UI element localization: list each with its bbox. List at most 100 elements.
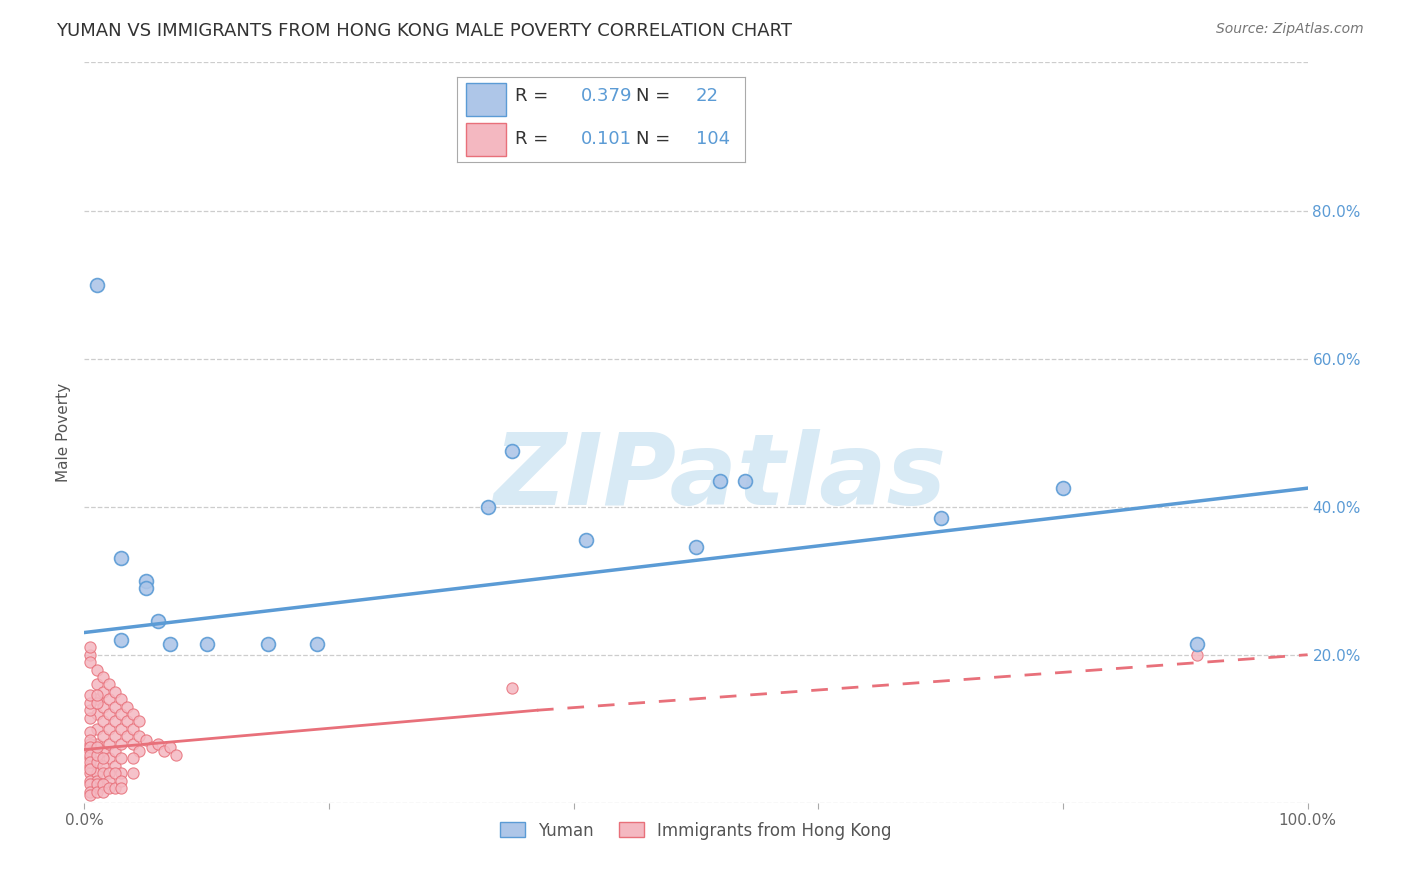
Point — [86, 737, 108, 751]
Point — [79, 648, 101, 662]
Point — [128, 714, 150, 729]
Point — [91, 729, 114, 743]
Point — [97, 751, 120, 765]
Point — [86, 663, 108, 677]
Point — [128, 744, 150, 758]
Point — [97, 722, 120, 736]
Point — [135, 574, 157, 588]
Point — [929, 510, 952, 524]
Point — [91, 699, 114, 714]
Point — [86, 696, 108, 710]
Point — [97, 780, 120, 795]
Point — [79, 640, 101, 655]
Point — [257, 637, 280, 651]
Point — [79, 747, 101, 762]
Point — [97, 773, 120, 788]
Point — [86, 755, 108, 769]
Point — [97, 677, 120, 691]
Y-axis label: Male Poverty: Male Poverty — [56, 383, 72, 483]
Point — [122, 751, 145, 765]
Point — [159, 740, 181, 755]
Point — [79, 655, 101, 669]
Point — [146, 737, 169, 751]
Point — [79, 773, 101, 788]
Text: ZIPatlas: ZIPatlas — [494, 428, 948, 525]
Point — [97, 766, 120, 780]
Point — [79, 785, 101, 799]
Point — [110, 551, 132, 566]
Point — [79, 696, 101, 710]
Point — [86, 785, 108, 799]
Point — [165, 747, 187, 762]
Point — [141, 740, 163, 755]
Point — [79, 732, 101, 747]
Text: Source: ZipAtlas.com: Source: ZipAtlas.com — [1216, 22, 1364, 37]
Point — [79, 711, 101, 725]
Point — [86, 706, 108, 721]
Point — [91, 758, 114, 772]
Point — [104, 766, 127, 780]
Point — [110, 632, 132, 647]
Point — [91, 766, 114, 780]
Text: YUMAN VS IMMIGRANTS FROM HONG KONG MALE POVERTY CORRELATION CHART: YUMAN VS IMMIGRANTS FROM HONG KONG MALE … — [56, 22, 792, 40]
Point — [128, 729, 150, 743]
Point — [91, 785, 114, 799]
Point — [110, 773, 132, 788]
Point — [79, 777, 101, 791]
Point — [79, 763, 101, 777]
Point — [115, 714, 138, 729]
Point — [79, 737, 101, 751]
Point — [91, 751, 114, 765]
Point — [86, 777, 108, 791]
Point — [146, 615, 169, 629]
Point — [79, 789, 101, 803]
Point — [104, 780, 127, 795]
Point — [79, 766, 101, 780]
Point — [104, 744, 127, 758]
Point — [110, 766, 132, 780]
Point — [502, 681, 524, 695]
Point — [104, 758, 127, 772]
Point — [135, 732, 157, 747]
Legend: Yuman, Immigrants from Hong Kong: Yuman, Immigrants from Hong Kong — [494, 815, 898, 847]
Point — [97, 692, 120, 706]
Point — [79, 755, 101, 769]
Point — [86, 677, 108, 691]
Point — [502, 444, 524, 458]
Point — [79, 758, 101, 772]
Point — [86, 747, 108, 762]
Point — [79, 689, 101, 703]
Point — [575, 533, 598, 547]
Point — [110, 780, 132, 795]
Point — [195, 637, 218, 651]
Point — [79, 744, 101, 758]
Point — [110, 692, 132, 706]
Point — [79, 703, 101, 717]
Point — [159, 637, 181, 651]
Point — [685, 541, 707, 555]
Point — [477, 500, 499, 514]
Point — [115, 729, 138, 743]
Point — [86, 722, 108, 736]
Point — [305, 637, 328, 651]
Point — [79, 725, 101, 739]
Point — [110, 737, 132, 751]
Point — [110, 722, 132, 736]
Point — [79, 751, 101, 765]
Point — [1052, 481, 1074, 495]
Point — [104, 714, 127, 729]
Point — [153, 744, 176, 758]
Point — [91, 714, 114, 729]
Point — [110, 751, 132, 765]
Point — [110, 706, 132, 721]
Point — [97, 737, 120, 751]
Point — [86, 780, 108, 795]
Point — [86, 277, 108, 292]
Point — [86, 740, 108, 755]
Point — [122, 722, 145, 736]
Point — [122, 706, 145, 721]
Point — [97, 706, 120, 721]
Point — [709, 474, 731, 488]
Point — [1187, 648, 1209, 662]
Point — [104, 699, 127, 714]
